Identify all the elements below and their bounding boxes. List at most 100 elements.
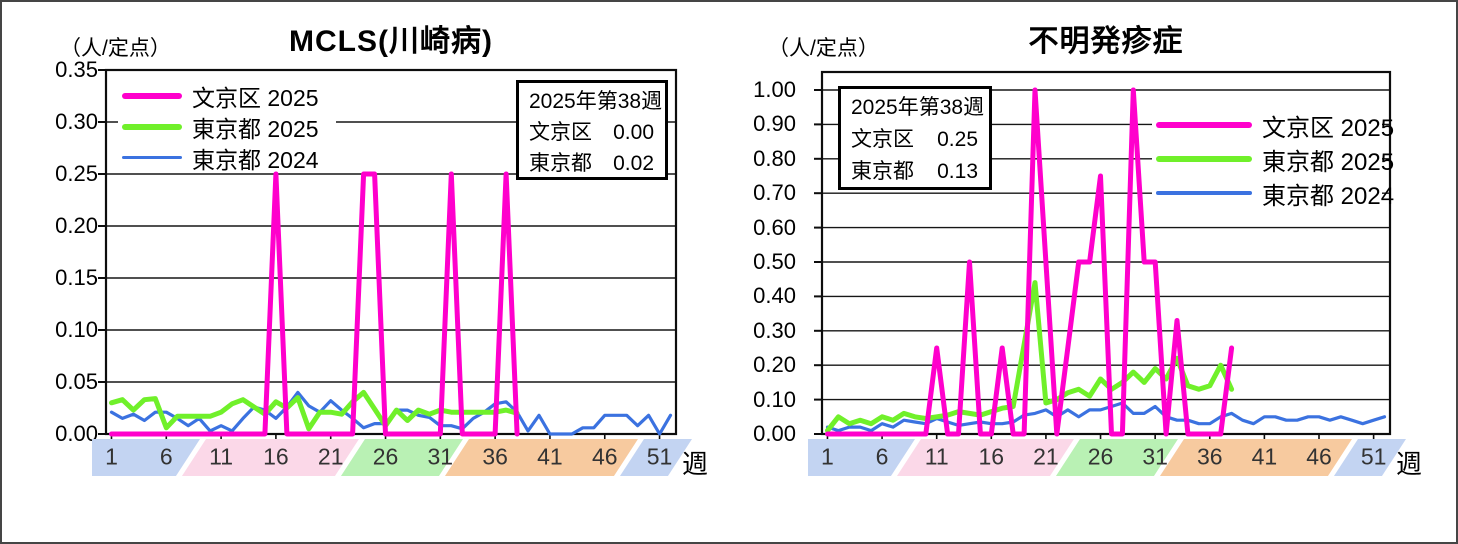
y-axis-tick-label: 0.35	[55, 57, 98, 82]
x-axis-week-label: 46	[591, 443, 618, 470]
x-axis-week-label: 51	[1360, 443, 1387, 470]
x-axis-unit-label: 週	[682, 449, 709, 479]
info-box-value: 0.13	[937, 160, 978, 183]
plot-canvas	[98, 68, 678, 440]
season-band	[897, 439, 1074, 476]
series-line-文京区 2025	[109, 171, 520, 437]
x-axis-week-label: 16	[263, 443, 289, 470]
y-axis-tick-label: 0.30	[753, 317, 796, 343]
legend-label: 東京都 2025	[1262, 148, 1395, 176]
y-axis-tick-label: 0.25	[55, 161, 98, 186]
y-axis-tick-label: 0.20	[55, 213, 98, 238]
y-axis-tick-label: 0.70	[753, 180, 796, 206]
y-axis-tick-label: 0.15	[55, 265, 98, 290]
series-line-東京都 2024	[109, 390, 673, 436]
x-axis-week-label: 51	[646, 443, 673, 470]
x-axis-week-label: 11	[924, 443, 949, 470]
x-axis-week-label: 1	[105, 443, 118, 470]
y-axis-tick-label: 0.30	[55, 109, 98, 134]
y-axis-tick-label: 1.00	[753, 76, 796, 102]
y-axis-tick-label: 0.50	[753, 248, 796, 274]
x-axis-week-label: 36	[1196, 443, 1223, 470]
season-band	[444, 439, 639, 476]
y-axis-unit-label: （人/定点）	[60, 37, 171, 60]
chart-title: MCLS(川崎病)	[289, 25, 493, 58]
legend-item: 東京都 2024	[122, 142, 332, 173]
legend-item: 東京都 2024	[1156, 176, 1394, 210]
info-box-row: 文京区 0.25	[851, 124, 978, 156]
y-axis-tick-label: 0.20	[753, 352, 796, 378]
x-axis-week-label: 26	[1087, 443, 1114, 470]
x-axis-season-bands: 1 6 11 16 21 26 31 36 41 46 51	[808, 439, 1410, 476]
legend-line-swatch	[1156, 191, 1252, 195]
x-axis-week-label: 26	[372, 443, 399, 470]
info-box-area-label: 文京区	[851, 128, 914, 151]
y-axis-tick-label: 0.60	[753, 214, 796, 240]
x-axis-week-label: 6	[875, 443, 889, 470]
info-box-value: 0.00	[613, 121, 654, 144]
y-axis-tick-label: 0.40	[753, 283, 796, 309]
legend-item: 東京都 2025	[122, 111, 332, 142]
x-axis-week-label: 31	[427, 443, 454, 470]
y-axis-tick-label: 0.00	[55, 421, 98, 446]
season-band-strip	[808, 439, 1410, 476]
legend-label: 文京区 2025	[1262, 114, 1395, 142]
legend: 文京区 2025 東京都 2025 東京都 2024	[118, 78, 336, 173]
x-axis-week-label: 1	[821, 443, 834, 470]
legend-line-swatch	[1156, 156, 1252, 162]
legend-item: 文京区 2025	[1156, 108, 1394, 142]
x-axis-week-label: 6	[159, 443, 173, 470]
legend-item: 文京区 2025	[122, 80, 332, 111]
current-week-info-box: 2025年第38週 文京区 0.00 東京都 0.02	[516, 80, 668, 180]
info-box-row: 東京都 0.13	[851, 156, 978, 188]
y-axis-tick-label: 0.90	[753, 111, 796, 137]
info-box-heading: 2025年第38週	[529, 90, 663, 113]
legend-item: 東京都 2025	[1156, 142, 1394, 176]
x-axis-week-label: 41	[1251, 443, 1278, 470]
season-band	[620, 439, 692, 476]
info-box-heading: 2025年第38週	[851, 96, 985, 119]
plot-canvas	[814, 70, 1392, 440]
legend-line-swatch	[122, 92, 182, 99]
season-band	[808, 439, 916, 476]
x-axis-unit-label: 週	[1396, 449, 1423, 479]
legend-line-swatch	[122, 155, 182, 160]
legend: 文京区 2025 東京都 2025 東京都 2024	[1152, 106, 1394, 210]
season-band	[1159, 439, 1353, 476]
y-axis-tick-label: 0.00	[753, 421, 796, 446]
x-axis-week-label: 36	[482, 443, 508, 470]
x-axis-week-label: 41	[537, 443, 563, 470]
x-axis-week-label: 31	[1142, 443, 1168, 470]
season-band	[1055, 439, 1178, 476]
y-axis-unit-label: （人/定点）	[768, 37, 879, 60]
y-axis-tick-label: 0.10	[753, 386, 796, 412]
x-axis-season-bands: 1 6 11 16 21 26 31 36 41 46 51	[92, 439, 696, 476]
y-axis-tick-label: 0.10	[55, 317, 98, 342]
info-box-value: 0.25	[937, 128, 978, 151]
legend-line-swatch	[1156, 122, 1252, 128]
x-axis-week-label: 16	[978, 443, 1005, 470]
info-box-area-label: 東京都	[851, 160, 914, 183]
info-box-area-label: 文京区	[529, 121, 592, 144]
legend-label: 東京都 2024	[192, 146, 319, 173]
y-axis-tick-label: 0.05	[55, 369, 98, 394]
y-axis-tick-label: 0.80	[753, 145, 796, 171]
x-axis-week-label: 21	[1033, 443, 1059, 470]
info-box-area-label: 東京都	[529, 152, 592, 175]
season-band	[181, 439, 359, 476]
info-box-value: 0.02	[613, 152, 654, 175]
series-line-東京都 2025	[825, 280, 1235, 434]
series-line-東京都 2024	[825, 401, 1387, 433]
info-box-row: 文京区 0.00	[529, 117, 654, 148]
legend-label: 文京区 2025	[192, 84, 319, 111]
info-box-row: 東京都 0.02	[529, 148, 654, 179]
season-band-strip	[92, 439, 696, 476]
x-axis-week-label: 21	[317, 443, 344, 470]
x-axis-week-label: 11	[209, 443, 234, 470]
legend-line-swatch	[122, 123, 182, 130]
legend-label: 東京都 2024	[1262, 182, 1395, 210]
x-axis-week-label: 46	[1306, 443, 1332, 470]
